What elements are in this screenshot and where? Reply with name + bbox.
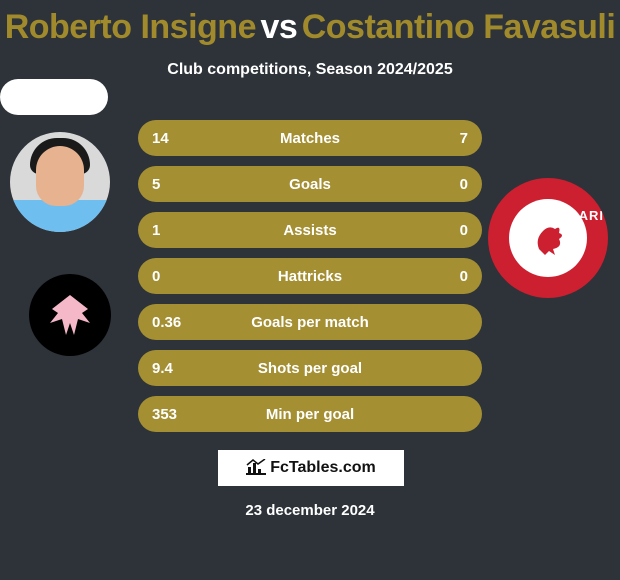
stats-table: 14Matches75Goals01Assists00Hattricks00.3… (138, 120, 482, 442)
stat-label: Min per goal (138, 406, 482, 423)
stat-right-value: 0 (460, 176, 468, 193)
stat-left-value: 353 (152, 406, 177, 423)
season-subtitle: Club competitions, Season 2024/2025 (0, 61, 620, 79)
stat-left-value: 14 (152, 130, 169, 147)
source-badge: FcTables.com (218, 450, 404, 486)
vs-separator: vs (260, 8, 297, 46)
stat-label: Goals per match (138, 314, 482, 331)
stat-row: 0.36Goals per match (138, 304, 482, 340)
source-text: FcTables.com (270, 459, 376, 477)
stat-label: Shots per goal (138, 360, 482, 377)
player1-head (36, 146, 84, 206)
player1-avatar (10, 132, 110, 232)
stat-row: 5Goals0 (138, 166, 482, 202)
player1-name: Roberto Insigne (5, 8, 256, 46)
bari-rooster-icon (525, 215, 571, 261)
stat-row: 0Hattricks0 (138, 258, 482, 294)
comparison-title: Roberto Insigne vs Costantino Favasuli (0, 0, 620, 47)
stat-left-value: 9.4 (152, 360, 173, 377)
stat-right-value: 7 (460, 130, 468, 147)
stat-label: Assists (138, 222, 482, 239)
bari-label: BARI (568, 208, 604, 223)
club-right-badge: BARI (488, 178, 608, 298)
player2-avatar (0, 79, 108, 115)
stat-left-value: 5 (152, 176, 160, 193)
club-left-badge (29, 274, 111, 356)
snapshot-date: 23 december 2024 (0, 502, 620, 519)
stat-right-value: 0 (460, 268, 468, 285)
stat-label: Hattricks (138, 268, 482, 285)
stat-right-value: 0 (460, 222, 468, 239)
palermo-eagle-icon (44, 289, 96, 341)
stat-label: Matches (138, 130, 482, 147)
player2-name: Costantino Favasuli (302, 8, 616, 46)
stat-row: 353Min per goal (138, 396, 482, 432)
stat-left-value: 0 (152, 268, 160, 285)
stat-left-value: 1 (152, 222, 160, 239)
stat-row: 9.4Shots per goal (138, 350, 482, 386)
stat-row: 1Assists0 (138, 212, 482, 248)
chart-icon (246, 459, 266, 477)
stat-row: 14Matches7 (138, 120, 482, 156)
stat-left-value: 0.36 (152, 314, 181, 331)
stat-label: Goals (138, 176, 482, 193)
